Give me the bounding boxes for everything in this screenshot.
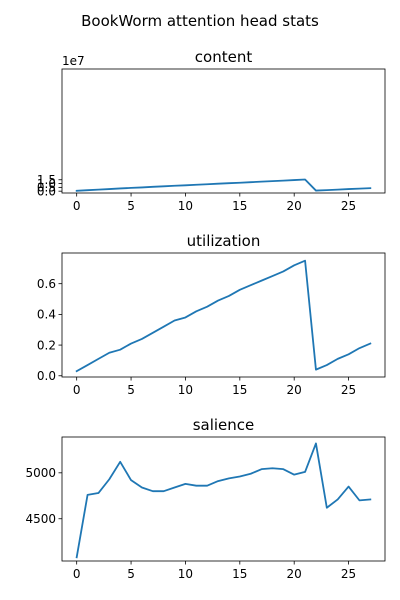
series-line-salience — [75, 442, 372, 559]
axes-frame — [61, 436, 386, 562]
x-tick-label: 20 — [287, 383, 302, 397]
x-tick-label: 25 — [341, 383, 356, 397]
x-tick-label: 25 — [341, 199, 356, 213]
series-line-utilization — [75, 259, 372, 373]
axes-frame — [61, 68, 386, 194]
x-tick-label: 0 — [73, 383, 81, 397]
x-tick-label: 10 — [178, 199, 193, 213]
y-tick-label: 0.0 — [37, 184, 56, 198]
y-tick-label: 0.5 — [37, 181, 56, 195]
x-tick-label: 20 — [287, 567, 302, 581]
panel-salience: salience 0 5 10 15 20 25 4500 5000 — [25, 416, 386, 581]
x-tick-label: 15 — [232, 199, 247, 213]
series-line-content — [75, 178, 372, 192]
x-tick-label: 15 — [232, 383, 247, 397]
x-tick-label: 20 — [287, 199, 302, 213]
y-tick-label: 5000 — [25, 466, 56, 480]
x-tick-label: 5 — [127, 383, 135, 397]
x-tick-label: 15 — [232, 567, 247, 581]
panel-title: content — [195, 48, 253, 66]
figure-title: BookWorm attention head stats — [81, 12, 319, 30]
y-tick-label: 0.0 — [37, 369, 56, 383]
x-tick-label: 25 — [341, 567, 356, 581]
x-tick-label: 5 — [127, 567, 135, 581]
panel-title: utilization — [187, 232, 261, 250]
panel-utilization: utilization 0 5 10 15 20 25 0.0 0.2 0.4 0.6 — [37, 232, 386, 397]
y-tick-label: 0.6 — [37, 277, 56, 291]
y-tick-label: 4500 — [25, 512, 56, 526]
x-tick-label: 10 — [178, 383, 193, 397]
x-tick-label: 5 — [127, 199, 135, 213]
x-tick-label: 10 — [178, 567, 193, 581]
x-tick-label: 0 — [73, 567, 81, 581]
axes-frame — [61, 252, 386, 378]
panel-content: content 1e7 0 5 10 15 20 25 0.00.51.01.5 — [37, 48, 386, 213]
y-offset-label: 1e7 — [62, 54, 85, 68]
y-tick-label: 0.2 — [37, 338, 56, 352]
y-tick-label: 0.4 — [37, 308, 56, 322]
panel-title: salience — [193, 416, 255, 434]
y-tick-label: 1.0 — [37, 177, 56, 191]
x-tick-label: 0 — [73, 199, 81, 213]
y-tick-label: 1.5 — [37, 173, 56, 187]
